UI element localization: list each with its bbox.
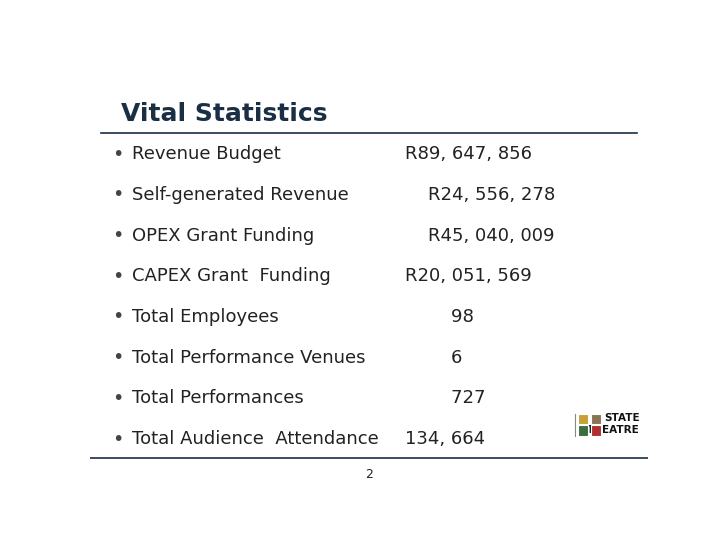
Text: 98: 98 [405,308,474,326]
Text: Total Performances: Total Performances [132,389,304,407]
Text: 134, 664: 134, 664 [405,430,485,448]
Text: OPEX Grant Funding: OPEX Grant Funding [132,227,314,245]
Text: Total Audience  Attendance: Total Audience Attendance [132,430,379,448]
Text: Total Employees: Total Employees [132,308,279,326]
Text: •: • [112,226,124,245]
Text: •: • [112,389,124,408]
FancyBboxPatch shape [578,414,588,424]
Text: 2: 2 [365,468,373,481]
Text: Vital Statistics: Vital Statistics [121,102,327,126]
FancyBboxPatch shape [590,426,600,436]
Text: •: • [112,348,124,367]
Text: •: • [112,185,124,204]
Text: •: • [112,429,124,449]
Text: R89, 647, 856: R89, 647, 856 [405,145,532,163]
Text: Total Performance Venues: Total Performance Venues [132,349,365,367]
Text: STATE
THEATRE: STATE THEATRE [587,413,639,435]
Text: R24, 556, 278: R24, 556, 278 [405,186,556,204]
Text: 6: 6 [405,349,463,367]
Text: •: • [112,307,124,327]
Text: •: • [112,145,124,164]
Text: Self-generated Revenue: Self-generated Revenue [132,186,348,204]
Text: 727: 727 [405,389,486,407]
FancyBboxPatch shape [578,426,588,436]
Text: •: • [112,267,124,286]
Text: R45, 040, 009: R45, 040, 009 [405,227,555,245]
Text: CAPEX Grant  Funding: CAPEX Grant Funding [132,267,330,285]
Text: R20, 051, 569: R20, 051, 569 [405,267,532,285]
FancyBboxPatch shape [590,414,600,424]
Text: Revenue Budget: Revenue Budget [132,145,281,163]
